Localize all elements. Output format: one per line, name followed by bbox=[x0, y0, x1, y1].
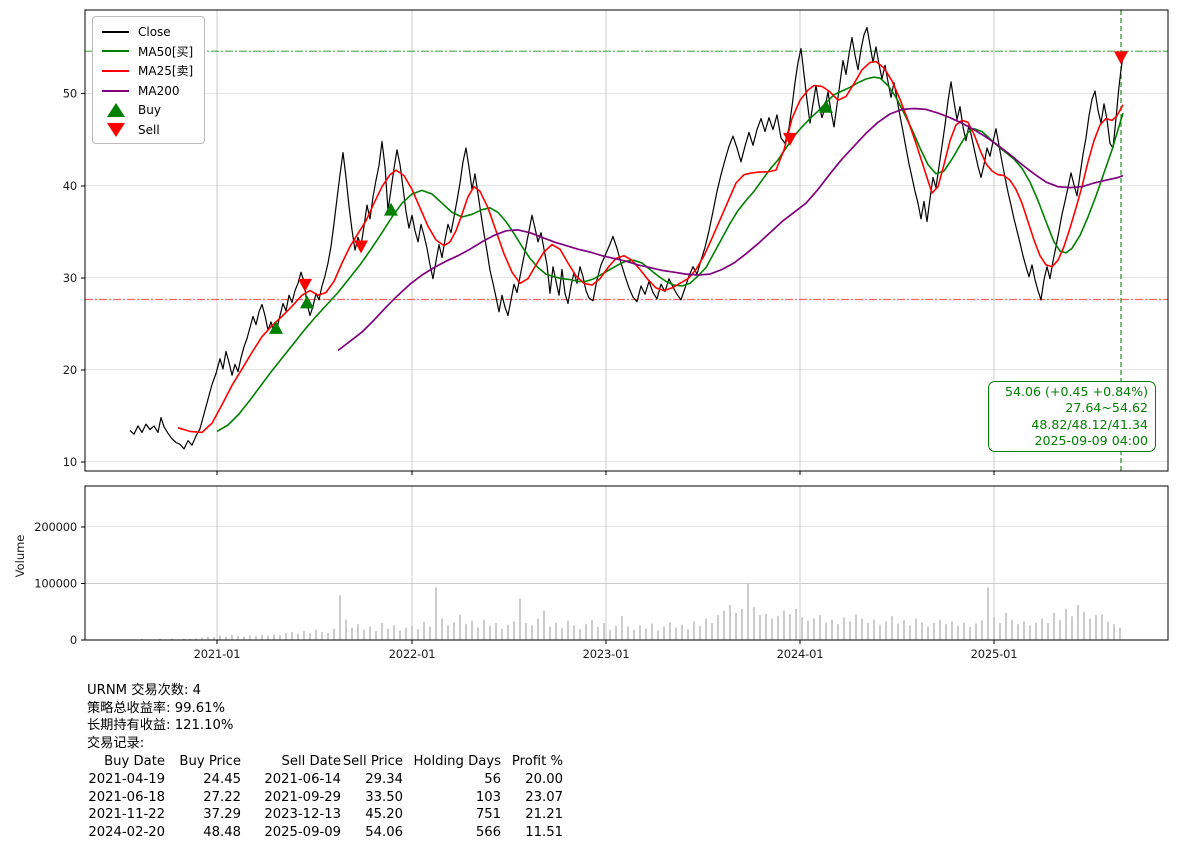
grid-lines bbox=[85, 10, 1168, 640]
date-tick-label: 2023-01 bbox=[583, 647, 630, 661]
trade-cell: 54.06 bbox=[365, 824, 403, 840]
volume-axis-label: Volume bbox=[13, 534, 27, 578]
legend-item-close: Close bbox=[102, 22, 198, 42]
date-tick-label: 2021-01 bbox=[194, 647, 241, 661]
price-range-52w: 27.64~54.62 bbox=[1065, 400, 1148, 416]
trades-table: Buy Date Buy Price Sell Date Sell Price Hold… bbox=[87, 753, 563, 841]
trade-cell: 27.22 bbox=[203, 789, 241, 805]
date-tick-label: 2024-01 bbox=[777, 647, 824, 661]
price-volume-chart: 10 20 30 40 50 0 100000 200000 2021-01 2022-01 202… bbox=[34, 9, 1169, 661]
ma200-line bbox=[337, 107, 1124, 352]
trade-cell: 29.34 bbox=[365, 771, 403, 787]
buy-marker bbox=[269, 320, 283, 334]
legend-item-ma50: MA50[买] bbox=[102, 42, 198, 62]
trade-cell: 45.20 bbox=[365, 807, 403, 823]
price-tick-label: 40 bbox=[63, 179, 77, 193]
volume-tick-label: 100000 bbox=[34, 576, 77, 590]
axis-labels: 10 20 30 40 50 0 100000 200000 2021-01 2022-01 202… bbox=[34, 87, 1017, 661]
legend-item-label: MA25[卖] bbox=[138, 64, 194, 79]
trade-cell: 24.45 bbox=[203, 771, 241, 787]
trades-col-header: Buy Price bbox=[179, 754, 241, 770]
volume-tick-label: 0 bbox=[70, 633, 77, 647]
price-tick-label: 20 bbox=[63, 363, 77, 377]
trade-count-line: URNM 交易次数: 4 bbox=[87, 683, 202, 698]
trade-cell: 2023-12-13 bbox=[264, 807, 341, 823]
legend-item-label: MA200 bbox=[138, 83, 180, 98]
trade-row: 2024-02-20 48.48 2025-09-09 54.06 566 11.51 bbox=[87, 824, 563, 842]
price-tick-label: 50 bbox=[63, 87, 77, 101]
legend-line-swatch bbox=[102, 69, 129, 72]
buy-triangle-icon bbox=[107, 103, 125, 118]
legend-item-label: MA50[买] bbox=[138, 44, 194, 59]
panel-borders bbox=[81, 9, 1169, 644]
buy-marker bbox=[384, 202, 398, 216]
sell-marker bbox=[1114, 51, 1128, 65]
trade-cell: 56 bbox=[484, 771, 501, 787]
trade-cell: 2021-06-14 bbox=[264, 771, 341, 787]
legend-item-sell: Sell bbox=[102, 120, 198, 140]
legend-line-swatch bbox=[102, 89, 129, 92]
legend-item-label: Sell bbox=[138, 122, 160, 137]
trade-cell: 2021-04-19 bbox=[88, 771, 165, 787]
sell-triangle-icon bbox=[107, 122, 125, 137]
trade-cell: 23.07 bbox=[525, 789, 563, 805]
trade-cell: 2025-09-09 bbox=[264, 824, 341, 840]
trades-col-header: Sell Date bbox=[281, 754, 341, 770]
trade-cell: 37.29 bbox=[203, 807, 241, 823]
trade-log-label: 交易记录: bbox=[87, 735, 145, 751]
sell-marker bbox=[783, 132, 797, 146]
sell-marker bbox=[354, 240, 368, 254]
trades-table-header: Buy Date Buy Price Sell Date Sell Price Hold… bbox=[87, 753, 563, 771]
trade-row: 2021-06-18 27.22 2021-09-29 33.50 103 23.07 bbox=[87, 789, 563, 807]
trade-row: 2021-11-22 37.29 2023-12-13 45.20 751 21.21 bbox=[87, 806, 563, 824]
trade-cell: 48.48 bbox=[203, 824, 241, 840]
trade-cell: 103 bbox=[475, 789, 501, 805]
ma25-line bbox=[177, 60, 1124, 434]
trade-cell: 2024-02-20 bbox=[88, 824, 165, 840]
legend-item-label: Buy bbox=[138, 103, 161, 118]
trades-col-header: Profit % bbox=[511, 754, 563, 770]
trade-cell: 2021-09-29 bbox=[264, 789, 341, 805]
volume-bars bbox=[129, 583, 1121, 640]
date-tick-label: 2022-01 bbox=[389, 647, 436, 661]
trade-cell: 33.50 bbox=[365, 789, 403, 805]
sell-marker bbox=[298, 278, 312, 292]
buy-hold-return-line: 长期持有收益: 121.10% bbox=[87, 718, 234, 734]
trade-row: 2021-04-19 24.45 2021-06-14 29.34 56 20.00 bbox=[87, 771, 563, 789]
legend-line-swatch bbox=[102, 50, 129, 53]
legend-item-ma200: MA200 bbox=[102, 81, 198, 101]
last-bar-datetime: 2025-09-09 04:00 bbox=[1034, 432, 1149, 448]
close-line bbox=[129, 26, 1124, 450]
trade-cell: 2021-06-18 bbox=[88, 789, 165, 805]
sell-markers bbox=[298, 51, 1128, 292]
trade-cell: 20.00 bbox=[525, 771, 563, 787]
legend-item-buy: Buy bbox=[102, 100, 198, 120]
trade-cell: 11.51 bbox=[525, 824, 563, 840]
strategy-stats: URNM 交易次数: 4 策略总收益率: 99.61% 长期持有收益: 121.… bbox=[87, 682, 563, 841]
volume-tick-label: 200000 bbox=[34, 520, 77, 534]
buy-marker bbox=[819, 99, 833, 113]
legend-line-swatch bbox=[102, 30, 129, 33]
trade-cell: 566 bbox=[475, 824, 501, 840]
ma-values: 48.82/48.12/41.34 bbox=[1031, 416, 1148, 432]
date-tick-label: 2025-01 bbox=[971, 647, 1018, 661]
buy-marker bbox=[300, 295, 314, 309]
price-tick-label: 30 bbox=[63, 271, 77, 285]
strategy-return-line: 策略总收益率: 99.61% bbox=[87, 700, 226, 716]
ma50-line bbox=[216, 76, 1124, 433]
trade-cell: 751 bbox=[475, 807, 501, 823]
chart-legend: Close MA50[买] MA25[卖] MA200 Buy Sell bbox=[92, 16, 205, 144]
last-price-change: 54.06 (+0.45 +0.84%) bbox=[1004, 384, 1148, 399]
trades-col-header: Sell Price bbox=[342, 754, 403, 770]
legend-item-label: Close bbox=[138, 24, 171, 39]
trades-col-header: Holding Days bbox=[413, 754, 501, 770]
trade-cell: 2021-11-22 bbox=[88, 807, 165, 823]
price-tick-label: 10 bbox=[63, 455, 77, 469]
legend-item-ma25: MA25[卖] bbox=[102, 61, 198, 81]
trade-cell: 21.21 bbox=[525, 807, 563, 823]
buy-markers bbox=[269, 99, 833, 334]
trades-col-header: Buy Date bbox=[104, 754, 165, 770]
price-info-box: 54.06 (+0.45 +0.84%) 27.64~54.62 48.82/4… bbox=[988, 381, 1156, 453]
